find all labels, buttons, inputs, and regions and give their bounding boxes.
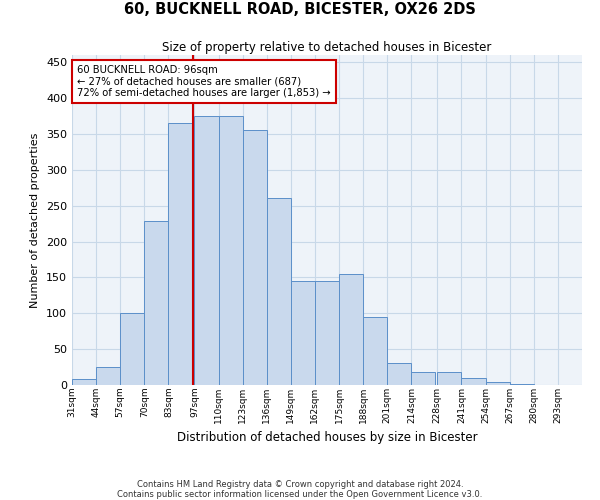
Bar: [437, 372, 461, 385]
Bar: [194, 116, 218, 385]
Bar: [485, 382, 509, 385]
Bar: [461, 378, 485, 385]
X-axis label: Distribution of detached houses by size in Bicester: Distribution of detached houses by size …: [176, 431, 478, 444]
Bar: [412, 372, 436, 385]
Bar: [242, 130, 267, 385]
Bar: [339, 274, 363, 385]
Bar: [291, 281, 315, 385]
Bar: [509, 384, 534, 385]
Bar: [145, 222, 169, 385]
Bar: [72, 380, 96, 385]
Bar: [169, 123, 193, 385]
Text: 60, BUCKNELL ROAD, BICESTER, OX26 2DS: 60, BUCKNELL ROAD, BICESTER, OX26 2DS: [124, 2, 476, 18]
Bar: [120, 314, 145, 385]
Text: 60 BUCKNELL ROAD: 96sqm
← 27% of detached houses are smaller (687)
72% of semi-d: 60 BUCKNELL ROAD: 96sqm ← 27% of detache…: [77, 65, 331, 98]
Bar: [267, 198, 291, 385]
Bar: [315, 281, 339, 385]
Bar: [96, 367, 120, 385]
Title: Size of property relative to detached houses in Bicester: Size of property relative to detached ho…: [163, 41, 491, 54]
Bar: [363, 317, 387, 385]
Y-axis label: Number of detached properties: Number of detached properties: [31, 132, 40, 308]
Text: Contains HM Land Registry data © Crown copyright and database right 2024.
Contai: Contains HM Land Registry data © Crown c…: [118, 480, 482, 499]
Bar: [218, 116, 242, 385]
Bar: [387, 364, 412, 385]
